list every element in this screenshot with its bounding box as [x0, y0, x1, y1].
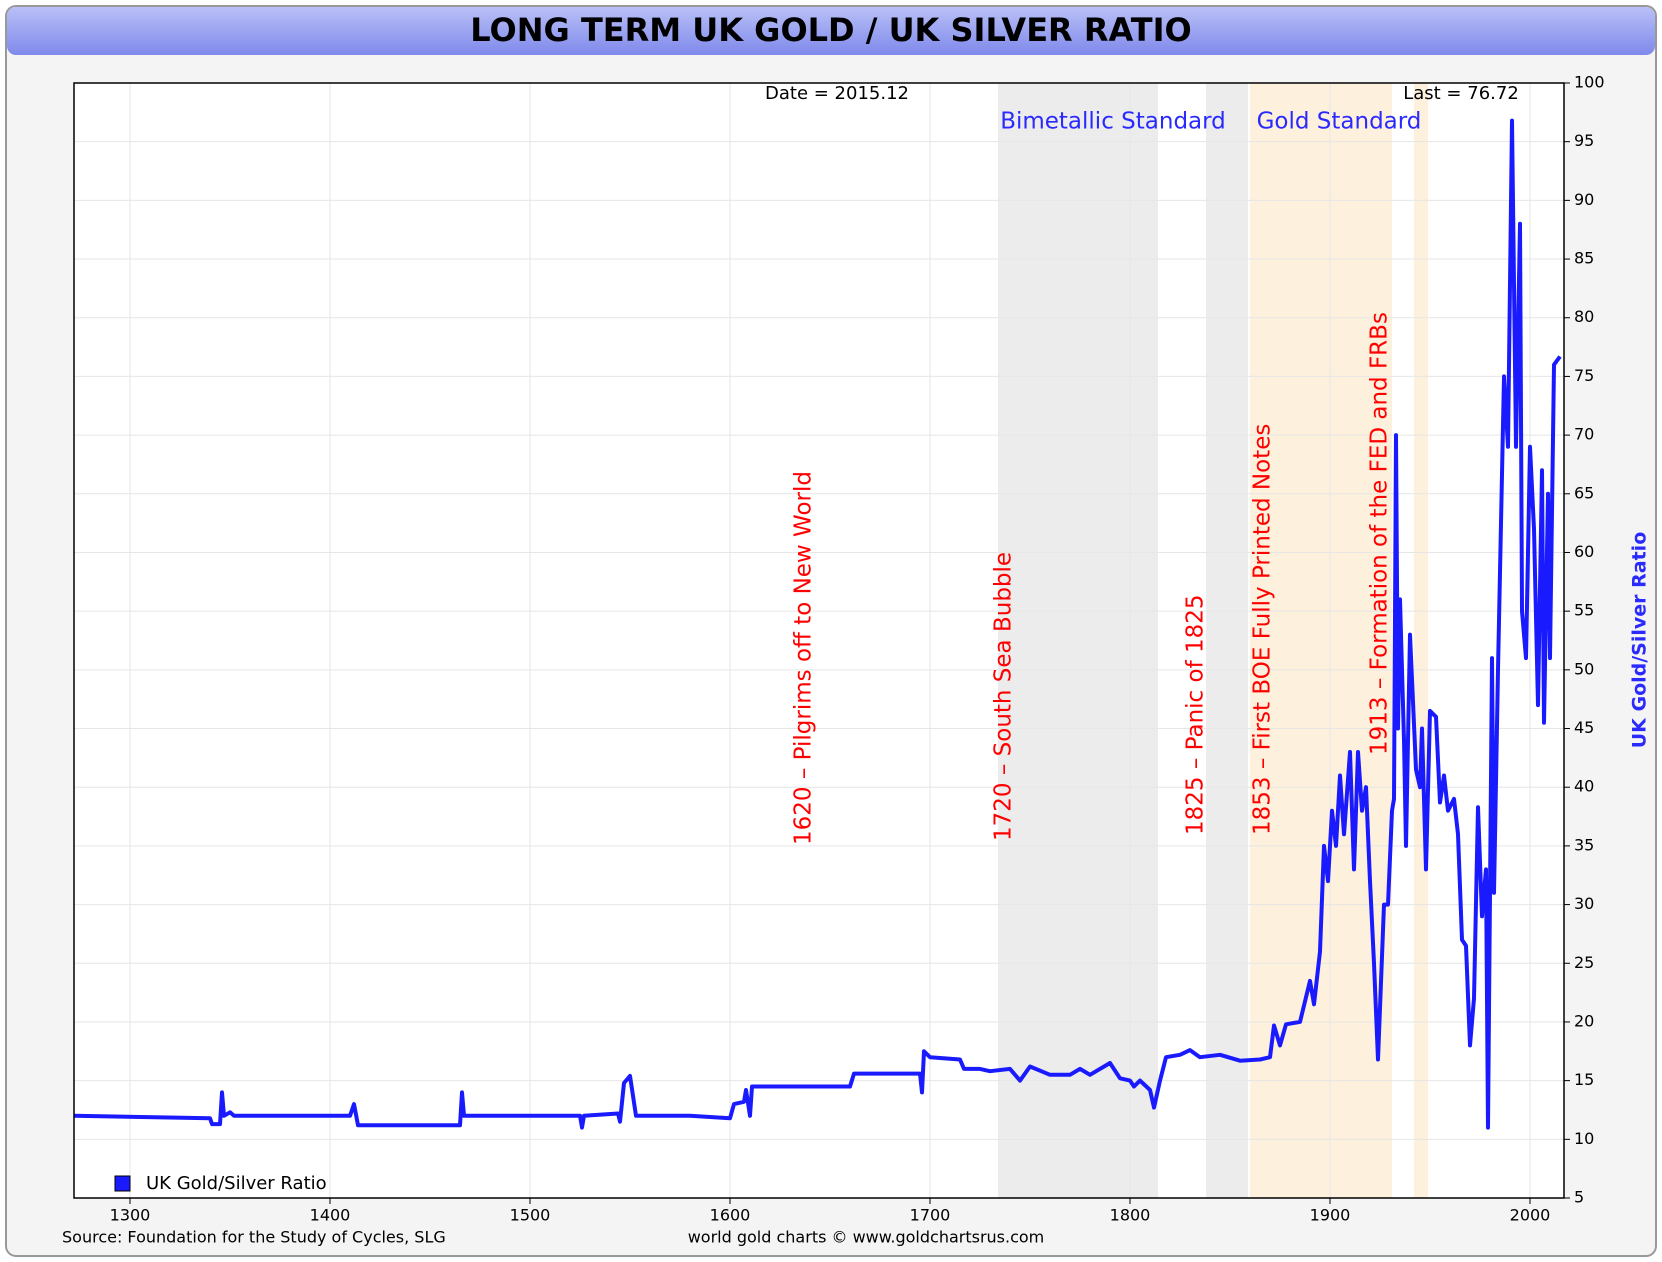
y-tick-label: 55	[1574, 601, 1594, 620]
y-tick-label: 35	[1574, 835, 1594, 854]
data-line	[73, 118, 1562, 1130]
y-tick-label: 85	[1574, 249, 1594, 268]
y-tick-label: 25	[1574, 953, 1594, 972]
y-tick-label: 70	[1574, 425, 1594, 444]
y-tick-label: 95	[1574, 131, 1594, 150]
y-tick-label: 75	[1574, 366, 1594, 385]
legend-label: UK Gold/Silver Ratio	[146, 1173, 327, 1194]
x-tick-label: 1600	[710, 1206, 751, 1225]
shaded-band	[1414, 83, 1428, 1198]
y-tick-label: 65	[1574, 483, 1594, 502]
y-tick-label: 20	[1574, 1011, 1594, 1030]
y-tick-label: 80	[1574, 307, 1594, 326]
last-label: Last = 76.72	[1403, 83, 1519, 104]
annotation: 1720 – South Sea Bubble	[991, 552, 1017, 841]
chart-title: LONG TERM UK GOLD / UK SILVER RATIO	[470, 11, 1191, 49]
y-tick-label: 40	[1574, 777, 1594, 796]
y-tick-label: 50	[1574, 659, 1594, 678]
y-tick-label: 5	[1574, 1188, 1584, 1207]
band-label: Gold Standard	[1257, 109, 1422, 135]
annotation: 1825 – Panic of 1825	[1183, 594, 1209, 835]
title-bar	[7, 7, 1655, 55]
y-tick-label: 60	[1574, 542, 1594, 561]
source: Source: Foundation for the Study of Cycl…	[62, 1228, 446, 1247]
credit: world gold charts © www.goldchartsrus.co…	[688, 1228, 1045, 1247]
band-label: Bimetallic Standard	[1000, 109, 1226, 135]
x-tick-label: 2000	[1510, 1206, 1551, 1225]
y-axis-title: UK Gold/Silver Ratio	[1629, 532, 1651, 749]
y-tick-label: 45	[1574, 718, 1594, 737]
x-tick-label: 1300	[110, 1206, 151, 1225]
legend-swatch	[114, 1175, 131, 1192]
y-tick-label: 15	[1574, 1070, 1594, 1089]
annotation: 1620 – Pilgrims off to New World	[791, 471, 817, 845]
x-tick-label: 1400	[310, 1206, 351, 1225]
y-tick-label: 30	[1574, 894, 1594, 913]
x-tick-label: 1700	[910, 1206, 951, 1225]
y-tick-label: 90	[1574, 190, 1594, 209]
plot-frame	[73, 82, 1565, 1199]
annotation: 1913 – Formation of the FED and FRBs	[1367, 312, 1393, 755]
x-tick-label: 1800	[1110, 1206, 1151, 1225]
date-label: Date = 2015.12	[765, 83, 909, 104]
annotation: 1853 – First BOE Fully Printed Notes	[1250, 424, 1276, 835]
y-tick-label: 10	[1574, 1129, 1594, 1148]
y-tick-label: 100	[1574, 73, 1605, 92]
shaded-band	[1250, 83, 1392, 1198]
shaded-band	[1206, 83, 1248, 1198]
x-tick-label: 1900	[1310, 1206, 1351, 1225]
shaded-band	[998, 83, 1158, 1198]
x-tick-label: 1500	[510, 1206, 551, 1225]
